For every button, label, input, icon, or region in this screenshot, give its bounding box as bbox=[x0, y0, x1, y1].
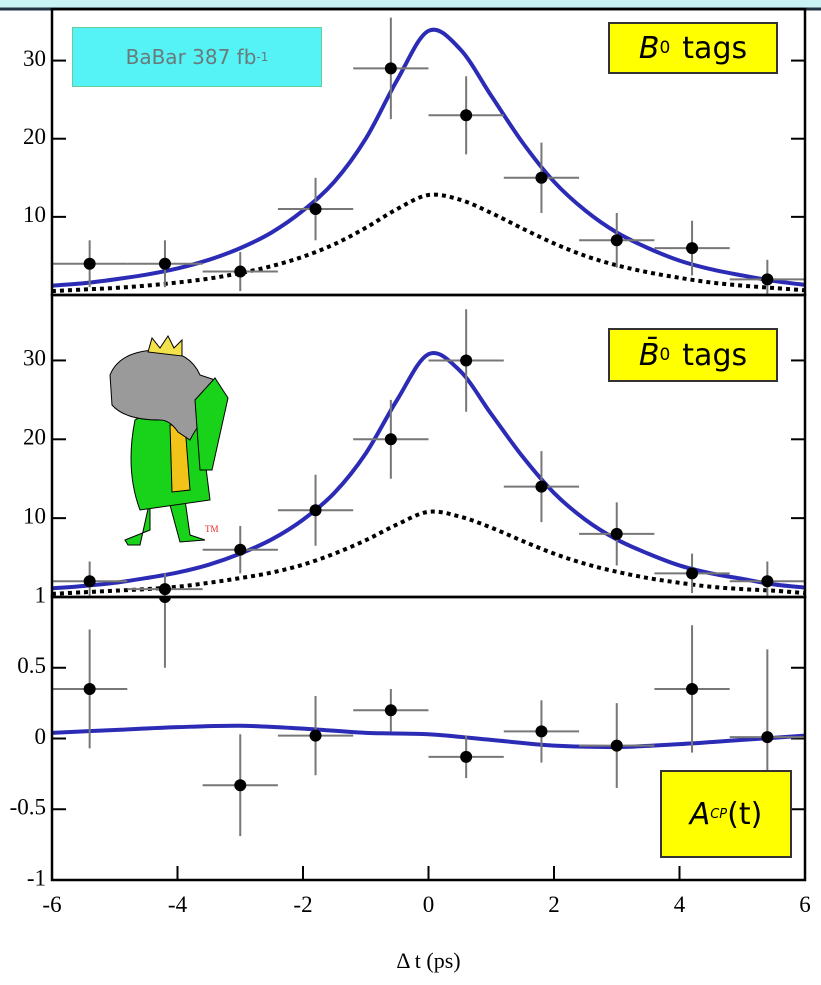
data-point bbox=[309, 504, 322, 517]
data-point bbox=[610, 234, 623, 247]
data-point bbox=[460, 750, 473, 763]
lumi-note: BaBar 387 fb -1 bbox=[72, 27, 322, 87]
panel-label: B̄ 0 tags bbox=[608, 328, 778, 382]
panel-label: B 0 tags bbox=[608, 22, 778, 74]
data-point bbox=[83, 257, 96, 270]
y-tick-label: 0.5 bbox=[17, 653, 46, 678]
plot-clip-group bbox=[52, 597, 805, 837]
dotted-curve bbox=[52, 192, 805, 294]
mascot-leg bbox=[169, 499, 206, 543]
data-point bbox=[761, 575, 774, 588]
label-rest: tags bbox=[682, 337, 748, 373]
fit-curve bbox=[52, 723, 805, 750]
fit-curve bbox=[52, 27, 805, 288]
note-text: BaBar 387 fb bbox=[125, 45, 257, 69]
panel-frame bbox=[50, 595, 807, 882]
fit-curve bbox=[52, 351, 805, 591]
data-point bbox=[83, 682, 96, 695]
x-tick-label: 4 bbox=[674, 892, 686, 917]
data-point bbox=[83, 575, 96, 588]
label-sup: 0 bbox=[659, 38, 671, 58]
plot-clip-group bbox=[52, 309, 805, 597]
data-point bbox=[535, 480, 548, 493]
x-axis-label: Δ t (ps) bbox=[396, 948, 460, 973]
dotted-curve bbox=[52, 509, 805, 596]
data-point bbox=[158, 583, 171, 596]
data-point bbox=[234, 779, 247, 792]
data-point bbox=[460, 109, 473, 122]
plot-clip-group bbox=[52, 17, 805, 295]
y-tick-label: -1 bbox=[27, 865, 46, 890]
x-tick-label: 2 bbox=[548, 892, 560, 917]
data-point bbox=[535, 725, 548, 738]
data-point bbox=[686, 682, 699, 695]
data-point bbox=[158, 257, 171, 270]
data-point bbox=[309, 729, 322, 742]
data-point bbox=[158, 597, 171, 603]
label-rest: tags bbox=[682, 30, 748, 66]
data-point bbox=[309, 203, 322, 216]
note-sup: -1 bbox=[256, 50, 269, 64]
mascot-crown bbox=[147, 335, 183, 357]
trademark: TM bbox=[205, 524, 219, 534]
data-point bbox=[535, 171, 548, 184]
data-point bbox=[234, 265, 247, 278]
mascot: TM bbox=[109, 335, 229, 546]
label-sub: CP bbox=[710, 806, 728, 822]
data-point bbox=[610, 527, 623, 540]
y-tick-label: 0 bbox=[35, 724, 47, 749]
label-main: A bbox=[689, 796, 711, 832]
data-point bbox=[686, 567, 699, 580]
label-rest: (t) bbox=[727, 796, 763, 832]
data-point bbox=[384, 433, 397, 446]
y-tick-label: 30 bbox=[23, 46, 46, 71]
y-tick-label: 10 bbox=[23, 503, 46, 528]
panel-label: A CP (t) bbox=[660, 770, 792, 858]
mascot-leg bbox=[124, 499, 151, 546]
y-tick-label: 20 bbox=[23, 124, 46, 149]
data-point bbox=[234, 543, 247, 556]
data-point bbox=[761, 273, 774, 286]
data-point bbox=[384, 704, 397, 717]
y-tick-label: 30 bbox=[23, 346, 46, 371]
y-tick-label: 10 bbox=[23, 202, 46, 227]
top-band bbox=[0, 0, 821, 9]
x-tick-label: 0 bbox=[423, 892, 435, 917]
y-tick-label: 1 bbox=[35, 582, 47, 607]
data-point bbox=[761, 731, 774, 744]
y-tick-label: 20 bbox=[23, 425, 46, 450]
data-point bbox=[460, 354, 473, 367]
x-tick-label: -4 bbox=[168, 892, 188, 917]
mascot-arm bbox=[194, 377, 229, 471]
data-point bbox=[610, 739, 623, 752]
label-main: B̄ bbox=[638, 337, 660, 373]
x-tick-label: 6 bbox=[799, 892, 811, 917]
data-point bbox=[686, 242, 699, 255]
y-tick-label: -0.5 bbox=[10, 795, 46, 820]
x-tick-label: -6 bbox=[42, 892, 61, 917]
data-point bbox=[384, 62, 397, 75]
label-sup: 0 bbox=[659, 345, 671, 365]
label-main: B bbox=[638, 30, 660, 66]
x-tick-label: -2 bbox=[293, 892, 312, 917]
